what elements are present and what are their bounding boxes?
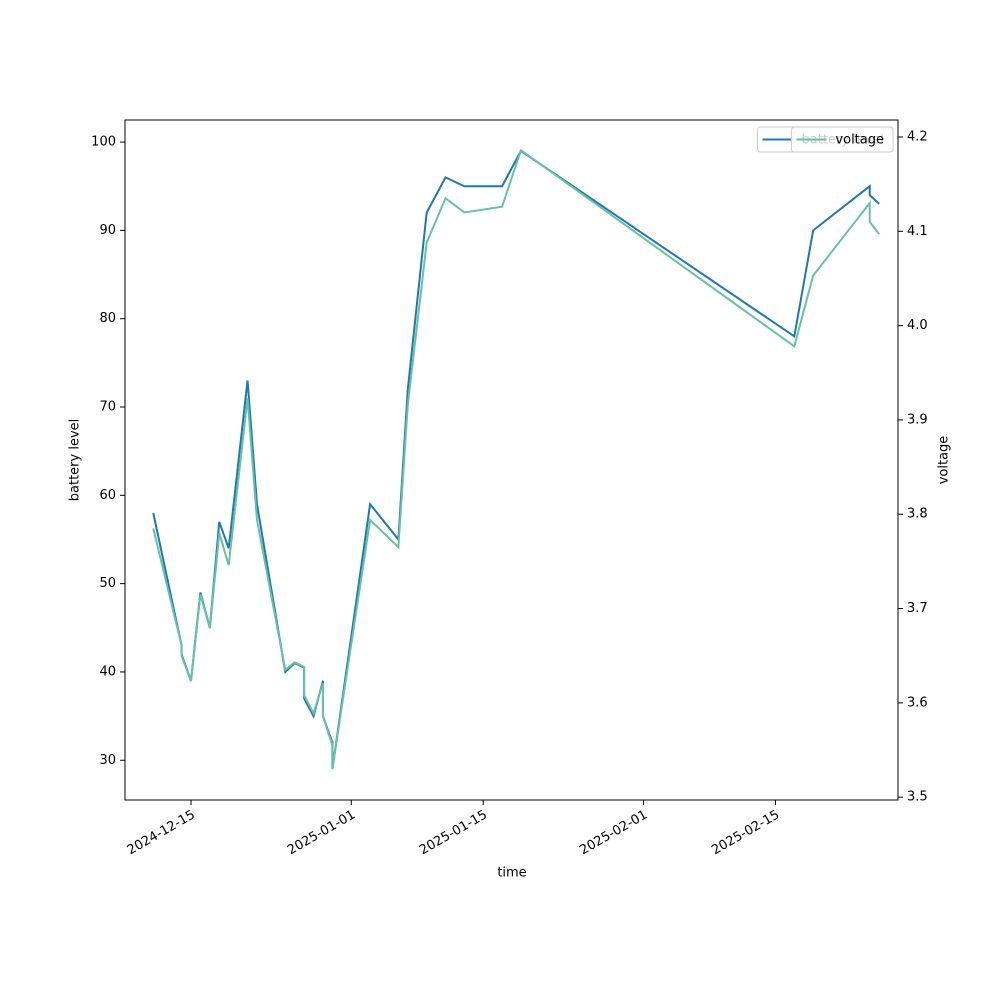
- y2-tick-label: 3.7: [907, 601, 928, 616]
- y-tick-label: 100: [91, 135, 116, 150]
- legend-box: [790, 126, 894, 153]
- x-tick-label: 2025-02-15: [709, 808, 782, 859]
- y2-tick-label: 3.6: [907, 695, 928, 710]
- y-tick-label: 90: [99, 223, 116, 238]
- y2-tick-label: 4.0: [907, 318, 928, 333]
- x-tick-label: 2025-02-01: [577, 808, 650, 859]
- x-tick-label: 2024-12-15: [125, 808, 198, 859]
- y2-tick-label: 3.5: [907, 790, 928, 805]
- plot-frame: [124, 119, 899, 801]
- y-axis-label: battery level: [68, 419, 83, 502]
- y2-tick-label: 4.2: [907, 129, 928, 144]
- y-tick-label: 40: [99, 664, 116, 679]
- x-axis-label: time: [497, 866, 526, 881]
- y2-tick-label: 3.9: [907, 412, 928, 427]
- y-tick-label: 80: [99, 311, 116, 326]
- y-tick-label: 70: [99, 400, 116, 415]
- y-tick-label: 60: [99, 488, 116, 503]
- legend: voltage: [790, 126, 894, 153]
- x-tick-label: 2025-01-15: [417, 808, 490, 859]
- data-line: [152, 148, 880, 770]
- x-tick-label: 2025-01-01: [285, 808, 358, 859]
- legend-label: voltage: [835, 133, 884, 148]
- data-line: [152, 149, 880, 770]
- y2-tick-label: 4.1: [907, 224, 928, 239]
- y2-axis-label: voltage: [937, 436, 952, 485]
- y2-tick-label: 3.8: [907, 507, 928, 522]
- y-tick-label: 30: [99, 753, 116, 768]
- y-tick-label: 50: [99, 576, 116, 591]
